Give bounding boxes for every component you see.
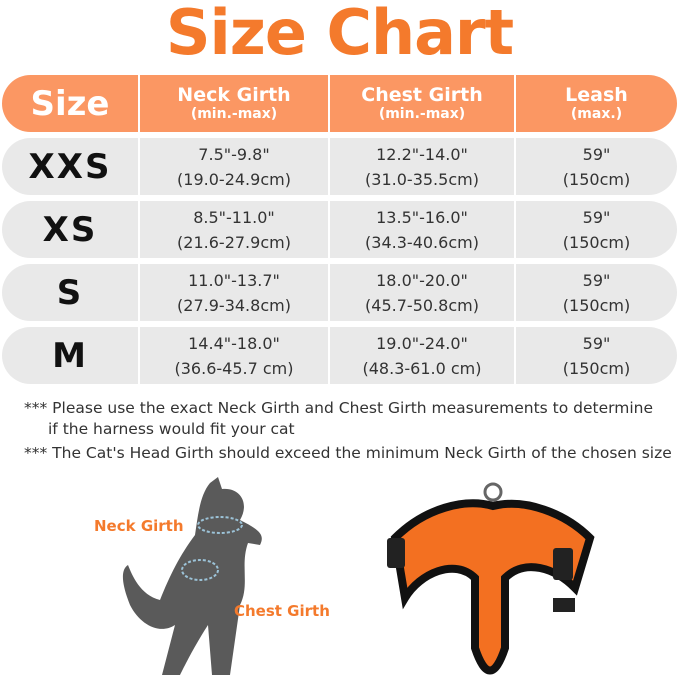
chest-cm: (45.7-50.8cm)	[365, 295, 479, 315]
chest-cell: 12.2"-14.0" (31.0-35.5cm)	[330, 138, 516, 195]
chest-cm: (48.3-61.0 cm)	[362, 358, 482, 378]
neck-cm: (36.6-45.7 cm)	[174, 358, 294, 378]
left-buckle	[387, 538, 405, 568]
leash-cm: (150cm)	[562, 232, 631, 252]
leash-in: 59"	[582, 270, 611, 290]
leash-cell: 59" (150cm)	[516, 264, 677, 321]
header-neck: Neck Girth (min.-max)	[140, 75, 330, 132]
header-chest-label: Chest Girth	[361, 83, 483, 106]
page-title: Size Chart	[165, 0, 514, 69]
leash-cm: (150cm)	[562, 169, 631, 189]
table-row: S 11.0"-13.7" (27.9-34.8cm) 18.0"-20.0" (4…	[2, 264, 677, 321]
table-header: Size Neck Girth (min.-max) Chest Girth (mi…	[2, 75, 677, 132]
size-cell: XS	[2, 201, 140, 258]
chest-cell: 13.5"-16.0" (34.3-40.6cm)	[330, 201, 516, 258]
harness-image	[387, 482, 595, 675]
leash-cm: (150cm)	[562, 358, 631, 378]
note-1: *** Please use the exact Neck Girth and …	[24, 399, 654, 417]
neck-in: 7.5"-9.8"	[198, 144, 270, 164]
strap-adjuster	[553, 598, 575, 612]
chest-in: 18.0"-20.0"	[376, 270, 468, 290]
table-row: XS 8.5"-11.0" (21.6-27.9cm) 13.5"-16.0" (3…	[2, 201, 677, 258]
leash-in: 59"	[582, 207, 611, 227]
header-leash-sub: (max.)	[570, 105, 623, 122]
cat-silhouette	[122, 477, 262, 675]
harness-body	[390, 499, 595, 675]
header-size: Size	[2, 75, 140, 132]
header-leash-label: Leash	[565, 83, 628, 106]
size-cell: XXS	[2, 138, 140, 195]
size-cell: S	[2, 264, 140, 321]
d-ring-icon	[483, 482, 503, 502]
chest-cm: (34.3-40.6cm)	[365, 232, 479, 252]
neck-cm: (27.9-34.8cm)	[177, 295, 291, 315]
chest-in: 19.0"-24.0"	[376, 333, 468, 353]
leash-cell: 59" (150cm)	[516, 138, 677, 195]
header-chest: Chest Girth (min.-max)	[330, 75, 516, 132]
neck-in: 8.5"-11.0"	[193, 207, 275, 227]
right-buckle	[553, 548, 573, 580]
leash-cm: (150cm)	[562, 295, 631, 315]
chest-in: 12.2"-14.0"	[376, 144, 468, 164]
leash-in: 59"	[582, 144, 611, 164]
neck-girth-marker	[197, 516, 243, 534]
table-row: M 14.4"-18.0" (36.6-45.7 cm) 19.0"-24.0" (…	[2, 327, 677, 384]
size-cell: M	[2, 327, 140, 384]
chest-cell: 19.0"-24.0" (48.3-61.0 cm)	[330, 327, 516, 384]
chest-cm: (31.0-35.5cm)	[365, 169, 479, 189]
neck-cell: 11.0"-13.7" (27.9-34.8cm)	[140, 264, 330, 321]
header-neck-label: Neck Girth	[177, 83, 291, 106]
neck-in: 14.4"-18.0"	[188, 333, 280, 353]
chest-cell: 18.0"-20.0" (45.7-50.8cm)	[330, 264, 516, 321]
neck-cm: (21.6-27.9cm)	[177, 232, 291, 252]
neck-cell: 14.4"-18.0" (36.6-45.7 cm)	[140, 327, 330, 384]
leash-cell: 59" (150cm)	[516, 327, 677, 384]
chest-girth-marker	[181, 559, 219, 581]
header-leash: Leash (max.)	[516, 75, 677, 132]
leash-cell: 59" (150cm)	[516, 201, 677, 258]
note-2: *** The Cat's Head Girth should exceed t…	[24, 444, 672, 462]
note-1-cont: if the harness would fit your cat	[48, 420, 295, 438]
leash-in: 59"	[582, 333, 611, 353]
header-chest-sub: (min.-max)	[378, 105, 466, 122]
neck-in: 11.0"-13.7"	[188, 270, 280, 290]
header-neck-sub: (min.-max)	[190, 105, 278, 122]
neck-cell: 7.5"-9.8" (19.0-24.9cm)	[140, 138, 330, 195]
cat-illustration	[122, 477, 262, 675]
neck-girth-label: Neck Girth	[94, 517, 184, 535]
neck-cm: (19.0-24.9cm)	[177, 169, 291, 189]
table-row: XXS 7.5"-9.8" (19.0-24.9cm) 12.2"-14.0" (3…	[2, 138, 677, 195]
neck-cell: 8.5"-11.0" (21.6-27.9cm)	[140, 201, 330, 258]
chest-girth-label: Chest Girth	[234, 602, 330, 620]
chest-in: 13.5"-16.0"	[376, 207, 468, 227]
